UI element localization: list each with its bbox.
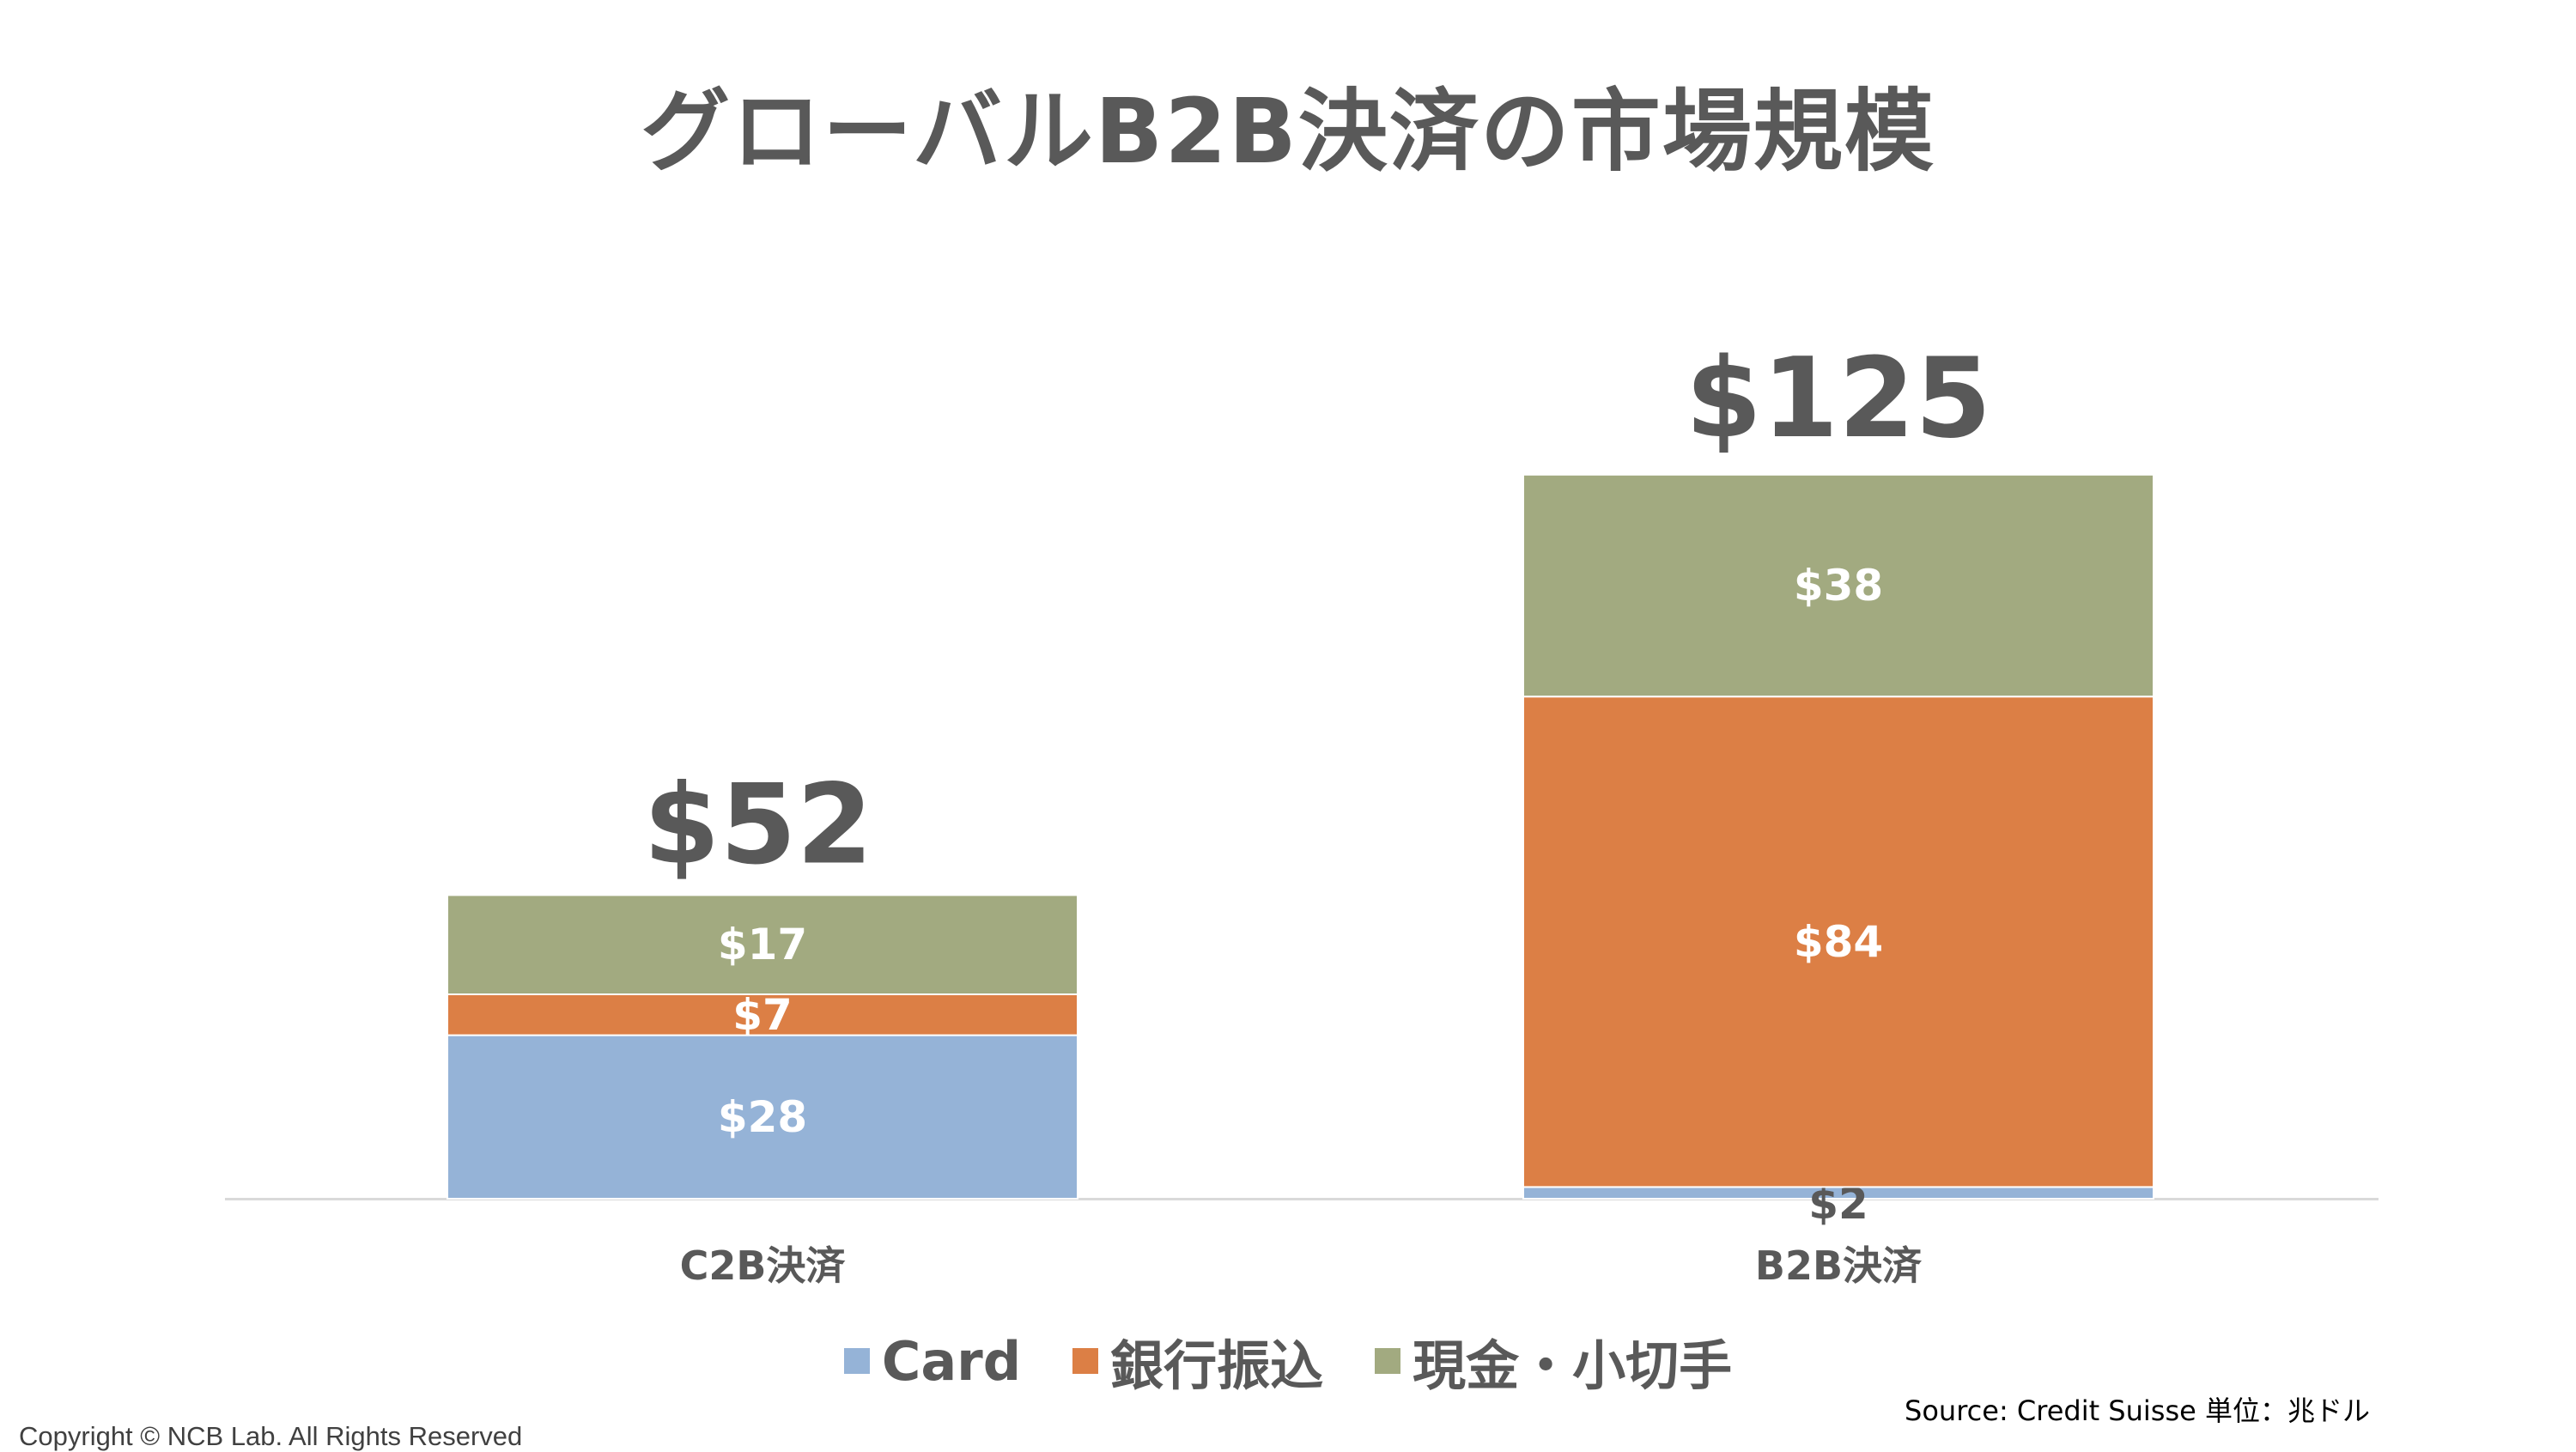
- legend-label-cash-check: 現金・小切手: [1413, 1334, 1733, 1397]
- bar-segment-b2b-bank-transfer: [1522, 696, 2154, 1188]
- legend-label-card: Card: [881, 1329, 1022, 1393]
- data-label-b2b-bank-transfer: $84: [1794, 917, 1883, 967]
- legend-label-bank-transfer: 銀行振込: [1110, 1334, 1324, 1397]
- legend-swatch-cash-check: [1375, 1348, 1401, 1374]
- data-label-b2b-cash-check: $38: [1794, 561, 1883, 611]
- legend-item-cash-check: 現金・小切手: [1375, 1322, 1732, 1400]
- copyright-text: Copyright © NCB Lab. All Rights Reserved: [19, 1421, 523, 1451]
- category-label-b2b: B2B決済: [1755, 1242, 1923, 1289]
- chart-title: グローバルB2B決済の市場規模: [641, 79, 1935, 184]
- data-label-c2b-card: $28: [718, 1092, 807, 1142]
- category-label-c2b: C2B決済: [680, 1242, 847, 1289]
- legend-swatch-bank-transfer: [1072, 1348, 1099, 1374]
- legend-item-bank-transfer: 銀行振込: [1072, 1322, 1323, 1400]
- bar-segment-b2b-cash-check: [1522, 473, 2154, 698]
- legend-swatch-card: [843, 1348, 870, 1374]
- total-label-c2b: $52: [643, 761, 872, 889]
- bar-segment-c2b-bank-transfer: [447, 993, 1078, 1036]
- data-label-c2b-cash-check: $17: [718, 920, 807, 969]
- bar-segment-c2b-cash-check: [447, 894, 1078, 996]
- data-label-c2b-bank-transfer: $7: [732, 990, 793, 1040]
- legend-item-card: Card: [843, 1329, 1022, 1393]
- chart-legend: Card 銀行振込 現金・小切手: [0, 1322, 2576, 1400]
- source-note: Source: Credit Suisse 単位：兆ドル: [1905, 1394, 2370, 1427]
- bar-segment-c2b-card: [447, 1034, 1078, 1200]
- total-label-b2b: $125: [1686, 335, 1991, 463]
